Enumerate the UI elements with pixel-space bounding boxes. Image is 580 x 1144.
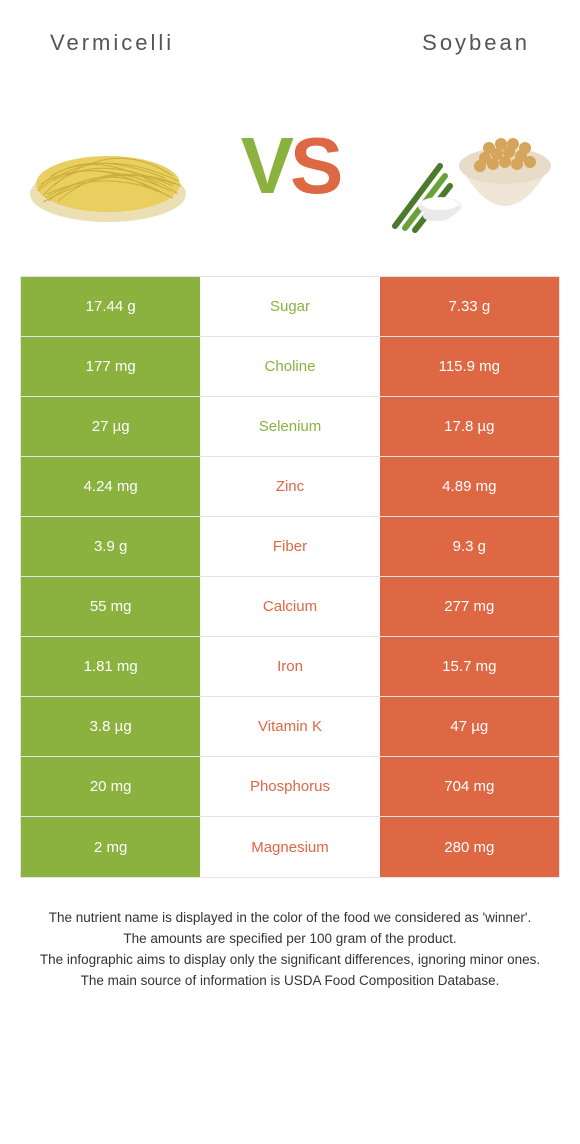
nutrient-label-cell: Choline (200, 337, 379, 396)
nutrient-label-cell: Sugar (200, 277, 379, 336)
table-row: 17.44 gSugar7.33 g (21, 277, 559, 337)
nutrient-label-cell: Zinc (200, 457, 379, 516)
left-value-cell: 55 mg (21, 577, 200, 636)
right-value-cell: 277 mg (380, 577, 559, 636)
hero-row: VS (0, 66, 580, 276)
nutrient-label-cell: Vitamin K (200, 697, 379, 756)
left-value-cell: 1.81 mg (21, 637, 200, 696)
soybean-image (385, 96, 560, 236)
left-value-cell: 20 mg (21, 757, 200, 816)
table-row: 3.8 µgVitamin K47 µg (21, 697, 559, 757)
table-row: 177 mgCholine115.9 mg (21, 337, 559, 397)
left-value-cell: 27 µg (21, 397, 200, 456)
nutrient-table: 17.44 gSugar7.33 g177 mgCholine115.9 mg2… (20, 276, 560, 878)
footer-line: The infographic aims to display only the… (25, 950, 555, 971)
left-value-cell: 3.8 µg (21, 697, 200, 756)
nutrient-label-cell: Selenium (200, 397, 379, 456)
vermicelli-image (20, 96, 195, 236)
footer-line: The main source of information is USDA F… (25, 971, 555, 992)
right-value-cell: 7.33 g (380, 277, 559, 336)
vs-v: V (241, 120, 290, 212)
right-food-title: Soybean (422, 30, 530, 56)
right-value-cell: 15.7 mg (380, 637, 559, 696)
left-value-cell: 2 mg (21, 817, 200, 877)
nutrient-label-cell: Calcium (200, 577, 379, 636)
right-value-cell: 115.9 mg (380, 337, 559, 396)
left-value-cell: 177 mg (21, 337, 200, 396)
right-value-cell: 4.89 mg (380, 457, 559, 516)
table-row: 4.24 mgZinc4.89 mg (21, 457, 559, 517)
left-value-cell: 17.44 g (21, 277, 200, 336)
nutrient-label-cell: Fiber (200, 517, 379, 576)
table-row: 27 µgSelenium17.8 µg (21, 397, 559, 457)
left-value-cell: 3.9 g (21, 517, 200, 576)
soybean-bowl-icon (459, 138, 551, 206)
table-row: 55 mgCalcium277 mg (21, 577, 559, 637)
nutrient-label-cell: Magnesium (200, 817, 379, 877)
table-row: 2 mgMagnesium280 mg (21, 817, 559, 877)
left-value-cell: 4.24 mg (21, 457, 200, 516)
table-row: 1.81 mgIron15.7 mg (21, 637, 559, 697)
left-food-title: Vermicelli (50, 30, 174, 56)
header: Vermicelli Soybean (0, 0, 580, 66)
right-value-cell: 704 mg (380, 757, 559, 816)
table-row: 20 mgPhosphorus704 mg (21, 757, 559, 817)
footer-line: The amounts are specified per 100 gram o… (25, 929, 555, 950)
footer-notes: The nutrient name is displayed in the co… (0, 878, 580, 992)
nutrient-label-cell: Iron (200, 637, 379, 696)
vs-label: VS (241, 120, 340, 212)
right-value-cell: 280 mg (380, 817, 559, 877)
right-value-cell: 17.8 µg (380, 397, 559, 456)
table-row: 3.9 gFiber9.3 g (21, 517, 559, 577)
footer-line: The nutrient name is displayed in the co… (25, 908, 555, 929)
right-value-cell: 9.3 g (380, 517, 559, 576)
nutrient-label-cell: Phosphorus (200, 757, 379, 816)
vs-s: S (290, 120, 339, 212)
right-value-cell: 47 µg (380, 697, 559, 756)
